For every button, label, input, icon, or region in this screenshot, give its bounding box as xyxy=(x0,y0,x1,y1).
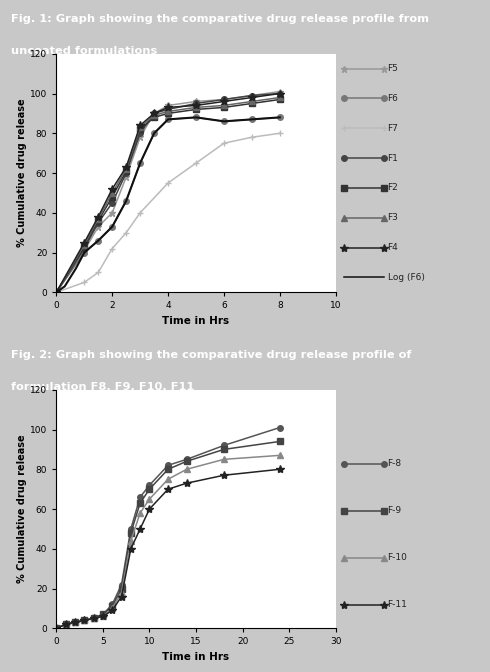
Text: F5: F5 xyxy=(388,64,398,73)
Y-axis label: % Cumulative drug release: % Cumulative drug release xyxy=(17,435,27,583)
Text: Fig. 2: Graph showing the comparative drug release profile of: Fig. 2: Graph showing the comparative dr… xyxy=(11,350,411,360)
Text: Fig. 1: Graph showing the comparative drug release profile from: Fig. 1: Graph showing the comparative dr… xyxy=(11,14,429,24)
Text: F6: F6 xyxy=(388,94,398,103)
X-axis label: Time in Hrs: Time in Hrs xyxy=(163,652,229,662)
X-axis label: Time in Hrs: Time in Hrs xyxy=(163,316,229,326)
Text: F2: F2 xyxy=(388,183,398,192)
Text: F4: F4 xyxy=(388,243,398,252)
Text: formulation F8, F9, F10, F11: formulation F8, F9, F10, F11 xyxy=(11,382,194,392)
Text: Log (F6): Log (F6) xyxy=(388,273,424,282)
Text: uncoated formulations: uncoated formulations xyxy=(11,46,157,56)
Text: F-9: F-9 xyxy=(388,506,402,515)
Text: F-8: F-8 xyxy=(388,459,402,468)
Y-axis label: % Cumulative drug release: % Cumulative drug release xyxy=(17,99,27,247)
Text: F1: F1 xyxy=(388,154,398,163)
Text: F3: F3 xyxy=(388,213,398,222)
Text: F-10: F-10 xyxy=(388,553,408,562)
Text: F7: F7 xyxy=(388,124,398,133)
Text: F-11: F-11 xyxy=(388,600,408,610)
